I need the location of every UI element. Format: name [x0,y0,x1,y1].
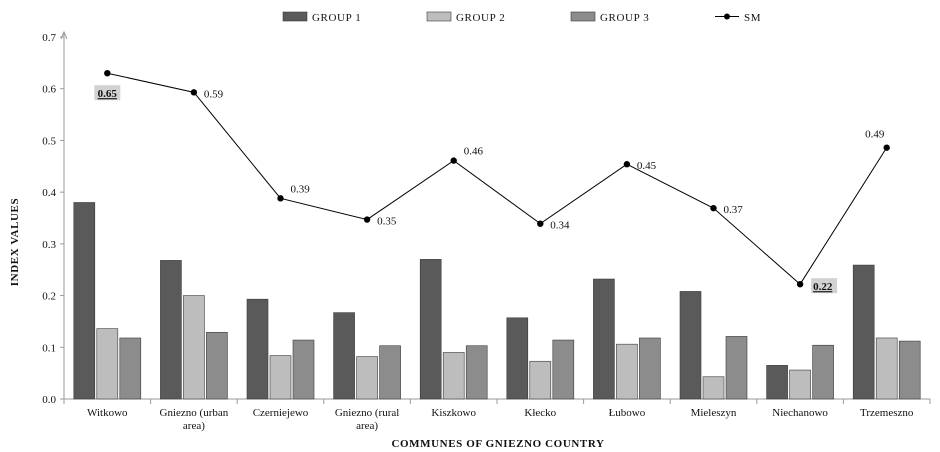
sm-data-label: 0.37 [724,204,744,216]
bar-group-1 [160,260,182,400]
legend-marker-sm [724,13,730,20]
sm-point [450,157,457,164]
bar-group-1 [852,264,875,400]
bar-group-3 [119,337,142,400]
y-tick-label: 0.2 [42,291,56,303]
labels: 0.65 0.59 0.39 0.35 0.46 0.34 0.45 0.37 0.22 0.49 [94,85,885,294]
x-axis-title: COMMUNES OF GNIEZNO COUNTRY [391,438,604,450]
x-category-label: Czerniejewo [253,407,309,419]
bar-group-1 [246,298,269,400]
sm-data-label: 0.65 [98,88,118,100]
sm-line [107,72,888,285]
bar-group-1 [419,259,442,400]
x-category-label: Łubowo [609,407,646,419]
bar-group-1 [593,278,615,400]
y-tick-label: 0.1 [42,342,56,354]
sm-data-label: 0.35 [377,216,397,228]
x-category-label: Gniezno (rural [335,407,399,419]
x-category-label: Trzemeszno [860,407,914,419]
x-category-label: area) [183,420,205,432]
x-category-label: Mieleszyn [691,407,737,419]
sm-point [104,70,111,77]
legend-label-group-3: GROUP 3 [600,12,649,24]
bar-group-2 [875,337,898,400]
y-tick-label: 0.3 [42,239,56,251]
bar-group-3 [552,339,575,400]
y-axis-title: INDEX VALUES [9,198,21,286]
legend-swatch-group-1 [282,11,308,22]
sm-data-label: 0.45 [637,160,657,172]
sm-point [537,220,544,227]
bar-group-2 [183,295,205,400]
y-tick-label: 0.7 [42,32,56,44]
y-tick-label: 0.4 [42,187,56,199]
sm-point [623,161,631,168]
sm-point [710,204,717,212]
x-category-label: Gniezno (urban [160,407,229,419]
bar-group-1 [679,291,702,400]
bar-group-2 [356,356,378,400]
sm-point [190,89,198,96]
bar-group-2 [616,343,638,400]
legend: GROUP 1 GROUP 2 GROUP 3 SM [282,11,761,24]
bar-group-1 [766,365,788,400]
bar-group-1 [73,202,96,400]
sm-point [883,144,890,151]
sm-point [796,280,804,288]
bars [73,202,921,400]
sm-point [277,195,284,202]
sm-data-label: 0.49 [865,129,885,141]
bar-group-2 [442,352,465,400]
legend-swatch-group-2 [426,11,452,22]
bar-group-1 [333,312,355,400]
bar-group-3 [292,339,315,400]
bar-group-3 [206,331,228,400]
bar-group-1 [506,317,529,400]
sm-label-highlight-bg [811,278,838,294]
bar-group-3 [639,337,661,400]
legend-label-sm: SM [744,12,761,24]
bar-group-3 [812,344,834,400]
bar-group-2 [269,355,292,400]
y-tick-label: 0.0 [42,394,56,406]
x-category-label: Witkowo [87,407,128,419]
legend-swatch-group-3 [570,11,596,22]
sm-data-label: 0.34 [550,220,570,232]
sm-point [363,216,371,223]
bar-group-2 [702,376,725,400]
bar-group-3 [898,340,921,400]
sm-data-label: 0.22 [813,281,833,293]
y-tick-label: 0.6 [42,84,56,96]
bar-group-2 [96,328,119,400]
x-category-label: Niechanowo [772,407,828,419]
x-category-label: area) [356,420,378,432]
bar-group-3 [379,345,401,400]
y-tick-label: 0.5 [42,135,56,147]
bar-group-2 [529,360,552,400]
x-category-label: Kiszkowo [431,407,476,419]
x-category-label: Kłecko [524,407,556,419]
bar-group-3 [465,345,488,400]
sm-data-label: 0.39 [291,183,311,195]
sm-data-label: 0.46 [464,146,484,158]
legend-label-group-1: GROUP 1 [312,12,361,24]
sm-data-label: 0.59 [204,88,224,100]
bar-group-3 [725,336,748,400]
bar-group-2 [789,369,811,400]
sm-label-highlight-bg [94,85,121,101]
sm-line-series [104,70,890,288]
legend-label-group-2: GROUP 2 [456,12,505,24]
